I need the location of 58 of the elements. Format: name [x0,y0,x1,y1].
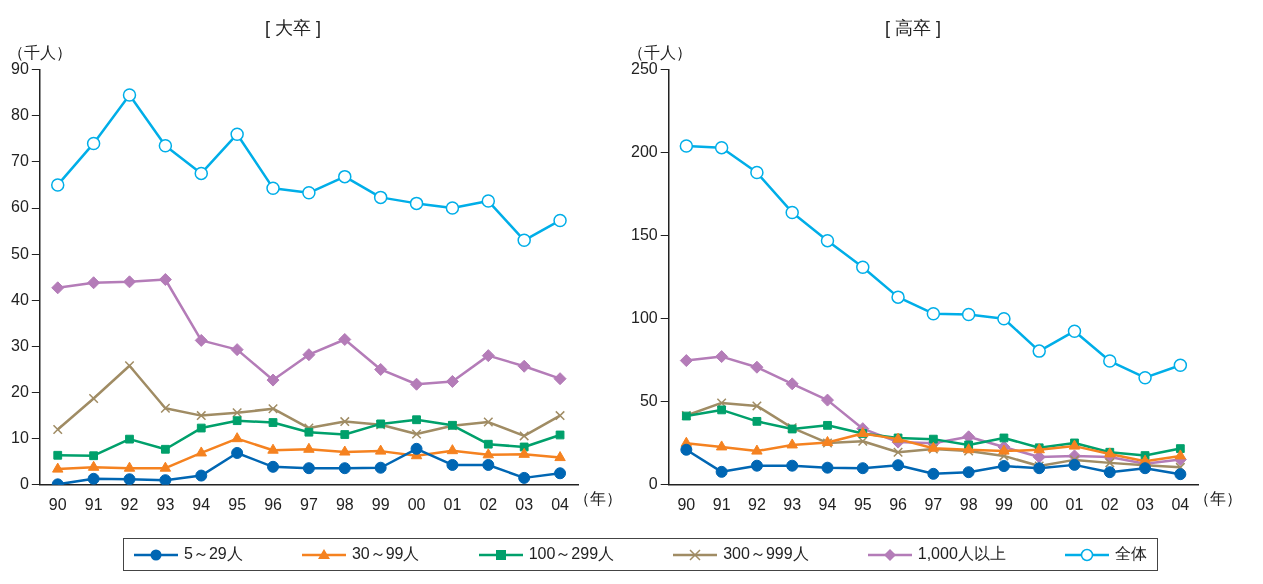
y-tick-label: 250 [630,60,658,78]
x-tick-label: 99 [371,495,390,513]
legend-label: 5～29人 [183,544,243,564]
y-tick-label: 60 [11,198,29,216]
x-tick-label: 91 [712,495,731,513]
y-tick-label: 0 [19,475,29,493]
y-tick-label: 80 [11,106,29,124]
x-tick-label: 01 [443,495,462,513]
x-tick-label: 99 [995,495,1013,513]
x-tick-label: 91 [84,495,103,513]
x-tick-label: 94 [192,495,211,513]
y-tick-label: 100 [630,309,658,327]
chart-title: [ 高卒 ] [884,17,942,38]
x-tick-label: 94 [818,495,837,513]
legend-label: 1,000人以上 [916,544,1006,564]
x-tick-label: 04 [551,495,570,513]
x-tick-label: 00 [1030,495,1049,513]
x-tick-label: 97 [924,495,943,513]
x-tick-label: 97 [300,495,318,513]
x-tick-label: 01 [1065,495,1084,513]
x-tick-label: 90 [677,495,696,513]
x-tick-label: 93 [783,495,802,513]
x-tick-label: 96 [264,495,283,513]
y-tick-label: 70 [11,152,29,170]
y-axis-title: （千人） [628,44,692,62]
y-axis-title: （千人） [8,44,72,62]
x-tick-label: 04 [1171,495,1190,513]
x-tick-label: 02 [1100,495,1119,513]
y-tick-label: 50 [639,392,658,410]
x-tick-label: 98 [959,495,978,513]
y-tick-label: 20 [11,382,29,400]
y-tick-label: 200 [630,143,658,161]
x-tick-label: 96 [889,495,908,513]
x-tick-label: 98 [335,495,354,513]
x-tick-label: 92 [748,495,766,513]
legend-label: 30～99人 [350,544,420,564]
x-axis-title: （年） [1194,490,1242,508]
x-axis-title: （年） [574,490,622,508]
legend-label: 全体 [1114,544,1147,564]
y-tick-label: 150 [630,226,658,244]
chart-title: [ 大卒 ] [264,17,322,38]
y-tick-label: 30 [11,336,29,354]
y-tick-label: 40 [11,290,29,308]
legend-label: 100～299人 [527,544,615,564]
x-tick-label: 95 [228,495,247,513]
y-tick-label: 90 [11,60,29,78]
x-tick-label: 93 [156,495,175,513]
x-tick-label: 03 [515,495,534,513]
x-tick-label: 02 [479,495,498,513]
y-tick-label: 50 [11,244,29,262]
y-tick-label: 0 [648,475,658,493]
x-tick-label: 03 [1136,495,1155,513]
x-tick-label: 90 [48,495,67,513]
x-tick-label: 95 [853,495,872,513]
x-tick-label: 92 [120,495,139,513]
legend-label: 300～999人 [722,544,809,564]
y-tick-label: 10 [11,429,29,447]
x-tick-label: 00 [407,495,426,513]
